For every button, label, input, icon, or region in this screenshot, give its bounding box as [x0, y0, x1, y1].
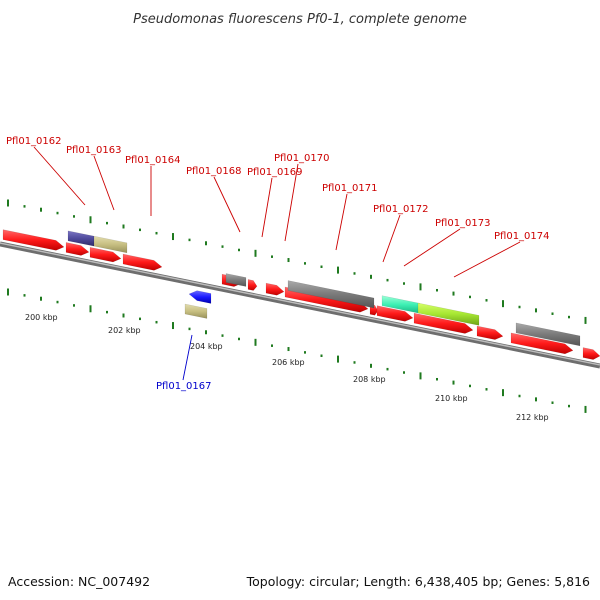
gene-features: [2, 229, 600, 360]
gene-feature[interactable]: [510, 332, 574, 355]
gene-label[interactable]: Pfl01_0167: [156, 381, 212, 392]
gene-feature[interactable]: [93, 235, 128, 254]
gene-feature[interactable]: [188, 290, 212, 304]
kbp-tick-label: 204 kbp: [190, 342, 223, 351]
gene-label[interactable]: Pfl01_0164: [125, 155, 181, 166]
gene-feature[interactable]: [515, 322, 581, 347]
callout-line: [284, 163, 299, 242]
kbp-tick-label: 210 kbp: [435, 394, 468, 403]
tick-row-upper: [7, 199, 587, 324]
gene-feature[interactable]: [376, 305, 414, 322]
kbp-tick-label: 206 kbp: [272, 358, 305, 367]
gene-labels-upper: Pfl01_0162 Pfl01_0163 Pfl01_0164 Pfl01_0…: [6, 136, 550, 242]
genome-backbone: [0, 241, 600, 369]
gene-feature[interactable]: [225, 273, 247, 287]
kbp-tick-label: 202 kbp: [108, 326, 141, 335]
kbp-tick-label: 200 kbp: [25, 313, 58, 322]
gene-label[interactable]: Pfl01_0168: [186, 166, 242, 177]
callout-line: [453, 241, 521, 278]
gene-feature[interactable]: [247, 279, 258, 291]
gene-label[interactable]: Pfl01_0170: [274, 153, 330, 164]
gene-label[interactable]: Pfl01_0169: [247, 167, 303, 178]
gene-feature[interactable]: [287, 280, 375, 309]
accession-text: Accession: NC_007492: [8, 574, 150, 589]
callout-line: [93, 155, 115, 211]
callout-line: [335, 193, 348, 251]
gene-feature[interactable]: [476, 325, 504, 340]
callout-line: [403, 228, 461, 267]
gene-labels-lower: Pfl01_0167: [156, 381, 212, 392]
tick-row-lower: [7, 288, 587, 413]
callout-line: [213, 176, 241, 233]
gene-label[interactable]: Pfl01_0163: [66, 145, 122, 156]
gene-label[interactable]: Pfl01_0162: [6, 136, 62, 147]
kbp-tick-label: 208 kbp: [353, 375, 386, 384]
gene-feature[interactable]: [2, 229, 65, 251]
kbp-tick-label: 212 kbp: [516, 413, 549, 422]
gene-label[interactable]: Pfl01_0174: [494, 231, 550, 242]
kbp-scale: 200 kbp 202 kbp 204 kbp 206 kbp 208 kbp …: [25, 313, 549, 422]
label-callout-lines: [33, 146, 521, 381]
callout-line: [382, 214, 401, 263]
gene-label[interactable]: Pfl01_0172: [373, 204, 429, 215]
map-title: Pseudomonas fluorescens Pf0-1, complete …: [133, 12, 467, 27]
genome-summary-text: Topology: circular; Length: 6,438,405 bp…: [246, 574, 590, 589]
gene-feature[interactable]: [184, 303, 208, 319]
callout-line: [261, 177, 273, 238]
gene-feature[interactable]: [265, 282, 285, 296]
callout-line: [182, 334, 193, 381]
gene-feature[interactable]: [417, 302, 480, 326]
gene-feature[interactable]: [65, 242, 90, 256]
callout-line: [33, 146, 86, 206]
gene-feature[interactable]: [89, 246, 122, 263]
gene-label[interactable]: Pfl01_0173: [435, 218, 491, 229]
gene-feature[interactable]: [413, 312, 474, 334]
gene-feature[interactable]: [582, 347, 600, 360]
gene-label[interactable]: Pfl01_0171: [322, 183, 378, 194]
gene-feature[interactable]: [122, 253, 163, 271]
